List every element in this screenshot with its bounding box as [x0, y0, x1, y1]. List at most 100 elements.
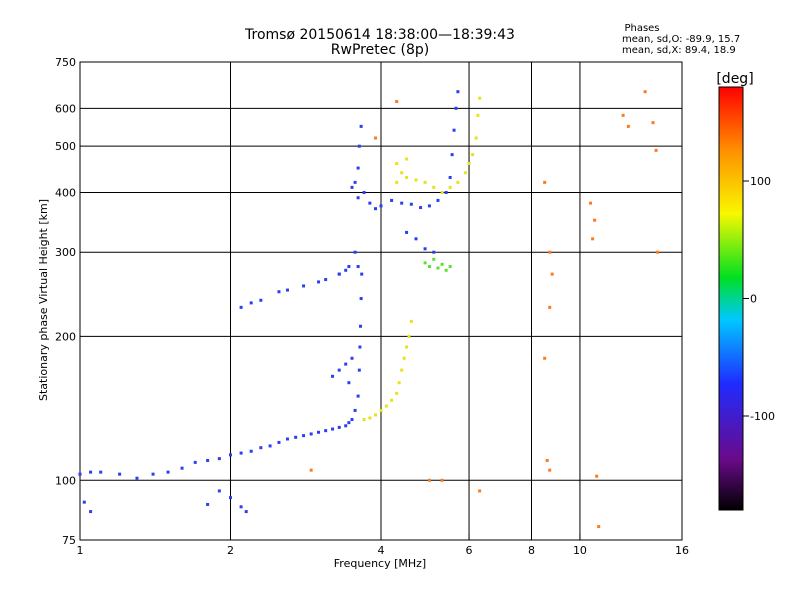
data-point: [478, 96, 482, 100]
data-point: [337, 368, 341, 372]
data-point: [423, 261, 427, 265]
data-point: [402, 356, 406, 360]
data-point: [324, 429, 328, 433]
data-point: [229, 496, 232, 500]
data-point: [548, 305, 552, 309]
data-point: [368, 201, 372, 205]
y-tick-label: 75: [62, 534, 76, 547]
data-point: [229, 453, 232, 457]
data-point: [595, 474, 599, 478]
data-point: [395, 180, 399, 184]
data-point: [456, 90, 460, 94]
chart-subtitle: RwPretec (8p): [331, 42, 429, 58]
data-point: [356, 196, 360, 200]
data-point: [239, 305, 243, 309]
data-point: [440, 262, 444, 266]
data-point: [405, 157, 409, 161]
data-point: [591, 237, 595, 241]
data-point: [193, 460, 197, 464]
y-tick-label: 750: [55, 56, 76, 69]
data-point: [467, 161, 471, 165]
data-point: [471, 153, 475, 157]
data-point: [651, 121, 655, 125]
y-tick-label: 200: [55, 330, 76, 343]
data-point: [423, 247, 427, 251]
data-point: [239, 505, 243, 509]
data-point: [302, 284, 306, 288]
data-point: [374, 207, 378, 211]
phase-stats-x: mean, sd,X: 89.4, 18.9: [622, 45, 736, 56]
data-point: [166, 470, 170, 474]
data-point: [474, 136, 478, 140]
data-point: [347, 421, 351, 425]
data-point: [589, 201, 593, 205]
data-point: [543, 180, 547, 184]
data-point: [414, 237, 418, 241]
data-point: [419, 206, 423, 210]
data-point: [395, 391, 399, 395]
x-tick-label: 16: [675, 544, 689, 557]
data-point: [268, 444, 272, 448]
data-point: [436, 198, 440, 202]
data-point: [593, 218, 597, 222]
data-point: [548, 250, 552, 254]
x-tick-label: 2: [227, 544, 234, 557]
data-point: [347, 265, 351, 269]
data-point: [135, 476, 139, 480]
data-point: [359, 124, 363, 128]
x-tick-label: 8: [528, 544, 535, 557]
data-point: [440, 190, 444, 194]
data-point: [476, 113, 480, 117]
colorbar-tick-label: 100: [750, 175, 771, 188]
data-point: [82, 500, 86, 504]
x-tick-label: 4: [378, 544, 385, 557]
colorbar-tick-label: 0: [750, 293, 757, 306]
data-point: [356, 166, 360, 170]
data-point: [344, 268, 348, 272]
data-point: [444, 268, 448, 272]
data-point: [452, 128, 456, 132]
data-point: [362, 190, 366, 194]
data-point: [379, 408, 383, 412]
data-point: [621, 113, 625, 117]
data-point: [356, 265, 360, 269]
data-point: [478, 489, 482, 493]
data-point: [427, 478, 431, 482]
data-point: [353, 250, 357, 254]
data-point: [277, 440, 281, 444]
grid: [79, 62, 683, 540]
data-point: [626, 124, 630, 128]
data-point: [550, 272, 554, 276]
colorbar: [718, 86, 744, 511]
data-point: [423, 180, 427, 184]
data-point: [347, 381, 351, 385]
y-tick-labels: 75 100 200 300 400 500 600 750: [55, 56, 76, 547]
data-point: [358, 345, 362, 349]
phase-stats-o: mean, sd,O: -89.9, 15.7: [622, 34, 740, 45]
data-point: [448, 175, 452, 179]
data-point: [302, 434, 306, 438]
data-point: [400, 201, 404, 205]
data-point: [89, 470, 93, 474]
data-point: [427, 204, 431, 208]
data-point: [432, 250, 436, 254]
data-point: [350, 185, 354, 189]
phase-stats-title: Phases: [624, 23, 659, 34]
data-point: [317, 430, 321, 434]
data-point: [356, 394, 360, 398]
data-point: [353, 180, 357, 184]
chart-title: Tromsø 20150614 18:38:00—18:39:43: [244, 27, 515, 43]
data-point: [331, 374, 335, 378]
data-point: [454, 106, 458, 110]
data-point: [409, 319, 413, 323]
data-point: [543, 356, 547, 360]
data-point: [597, 525, 601, 529]
colorbar-tick-label: -100: [750, 410, 775, 423]
data-point: [151, 472, 155, 476]
data-point: [353, 408, 357, 412]
data-point: [654, 148, 658, 152]
data-point: [180, 466, 184, 470]
data-point: [395, 161, 399, 165]
data-point: [244, 510, 248, 514]
data-point: [400, 171, 404, 175]
